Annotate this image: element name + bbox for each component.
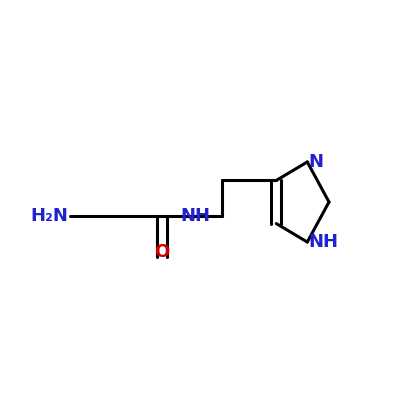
Text: H₂N: H₂N bbox=[31, 207, 69, 225]
Text: N: N bbox=[309, 153, 324, 171]
Text: NH: NH bbox=[181, 207, 211, 225]
Text: NH: NH bbox=[309, 233, 339, 251]
Text: O: O bbox=[154, 242, 169, 260]
